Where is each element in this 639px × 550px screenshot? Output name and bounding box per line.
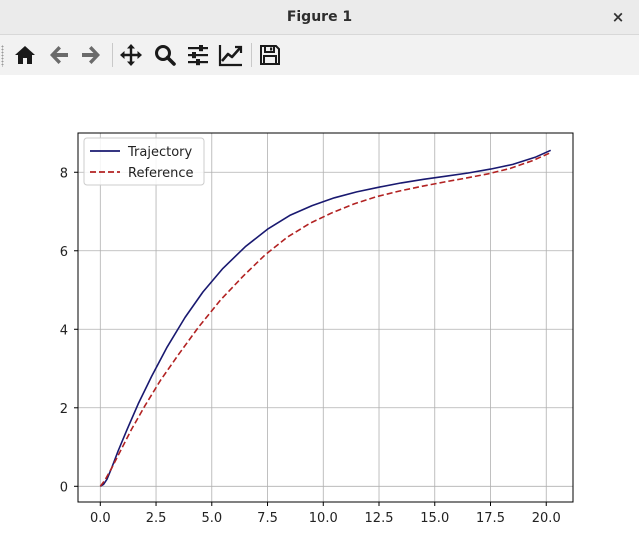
y-tick-label: 0 bbox=[60, 480, 68, 495]
plot-area bbox=[78, 133, 573, 502]
legend-box bbox=[83, 137, 205, 186]
x-tick-label: 20.0 bbox=[532, 511, 561, 526]
arrow-right-icon bbox=[82, 46, 100, 64]
toolbar-separator bbox=[112, 43, 113, 67]
line-chart: 0.0 2.5 5.0 7.5 10.0 12.5 15.0 17.5 20.0 0 2 4 6 8 Tra… bbox=[60, 132, 574, 526]
toolbar-grip[interactable] bbox=[1, 45, 4, 67]
y-tick-label: 6 bbox=[60, 245, 68, 260]
move-icon bbox=[120, 44, 142, 66]
x-tick-label: 10.0 bbox=[309, 511, 338, 526]
series-line-trajectory bbox=[99, 149, 552, 487]
x-tick-label: 5.0 bbox=[201, 511, 222, 526]
pan-button[interactable] bbox=[118, 42, 144, 68]
sliders-icon bbox=[188, 45, 208, 66]
legend-label-reference: Reference bbox=[128, 166, 193, 181]
zoom-button[interactable] bbox=[152, 42, 178, 68]
axes-frame bbox=[77, 132, 574, 503]
arrow-left-icon bbox=[50, 46, 68, 64]
magnifier-icon bbox=[155, 45, 176, 66]
navigation-toolbar bbox=[0, 35, 639, 75]
x-tick-label: 15.0 bbox=[420, 511, 449, 526]
figure-canvas[interactable]: 0.0 2.5 5.0 7.5 10.0 12.5 15.0 17.5 20.0 0 2 4 6 8 Tra… bbox=[0, 75, 639, 550]
window-titlebar: Figure 1 × bbox=[0, 0, 639, 35]
x-tick-label: 2.5 bbox=[146, 511, 167, 526]
home-icon bbox=[15, 46, 35, 64]
edit-axis-button[interactable] bbox=[218, 42, 244, 68]
y-tick-label: 8 bbox=[60, 166, 68, 181]
x-tick-label: 0.0 bbox=[90, 511, 111, 526]
x-tick-label: 7.5 bbox=[257, 511, 278, 526]
forward-button[interactable] bbox=[78, 42, 104, 68]
x-tick-label: 17.5 bbox=[476, 511, 505, 526]
window-title: Figure 1 bbox=[286, 9, 353, 25]
save-button[interactable] bbox=[257, 42, 283, 68]
floppy-disk-icon bbox=[260, 45, 280, 65]
line-chart-icon bbox=[218, 45, 243, 67]
y-tick-label: 2 bbox=[60, 402, 68, 417]
close-button[interactable]: × bbox=[611, 8, 625, 26]
home-button[interactable] bbox=[12, 42, 38, 68]
configure-subplots-button[interactable] bbox=[185, 42, 211, 68]
back-button[interactable] bbox=[46, 42, 72, 68]
y-tick-label: 4 bbox=[60, 323, 68, 338]
legend-label-trajectory: Trajectory bbox=[127, 145, 192, 160]
toolbar-separator bbox=[251, 43, 252, 67]
x-tick-label: 12.5 bbox=[365, 511, 394, 526]
series-line-reference bbox=[99, 151, 552, 487]
